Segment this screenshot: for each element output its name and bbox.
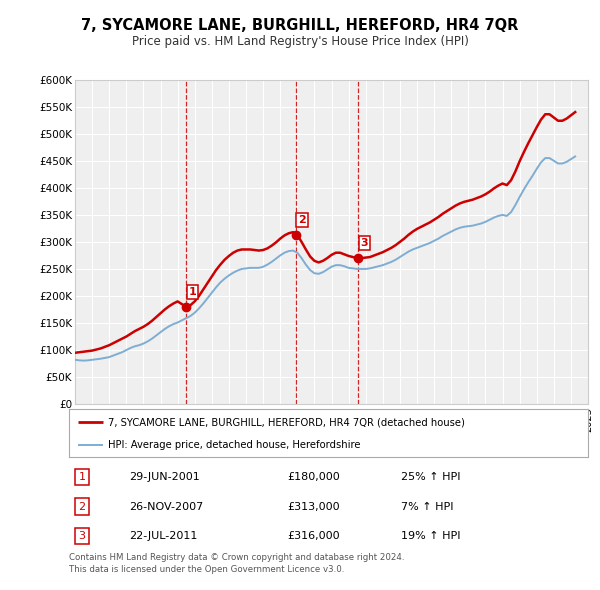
Text: Contains HM Land Registry data © Crown copyright and database right 2024.
This d: Contains HM Land Registry data © Crown c…	[69, 553, 404, 573]
Text: 26-NOV-2007: 26-NOV-2007	[128, 502, 203, 512]
Text: £313,000: £313,000	[287, 502, 340, 512]
Text: 19% ↑ HPI: 19% ↑ HPI	[401, 531, 461, 540]
Text: 29-JUN-2001: 29-JUN-2001	[128, 473, 199, 482]
Text: 3: 3	[361, 238, 368, 248]
Text: 1: 1	[188, 287, 196, 297]
Text: £180,000: £180,000	[287, 473, 340, 482]
Text: 7, SYCAMORE LANE, BURGHILL, HEREFORD, HR4 7QR (detached house): 7, SYCAMORE LANE, BURGHILL, HEREFORD, HR…	[108, 417, 465, 427]
Text: 25% ↑ HPI: 25% ↑ HPI	[401, 473, 461, 482]
Text: 1: 1	[79, 473, 85, 482]
Text: 7% ↑ HPI: 7% ↑ HPI	[401, 502, 454, 512]
Text: HPI: Average price, detached house, Herefordshire: HPI: Average price, detached house, Here…	[108, 440, 361, 450]
Text: 2: 2	[79, 502, 86, 512]
Text: 22-JUL-2011: 22-JUL-2011	[128, 531, 197, 540]
Text: Price paid vs. HM Land Registry's House Price Index (HPI): Price paid vs. HM Land Registry's House …	[131, 35, 469, 48]
Text: 7, SYCAMORE LANE, BURGHILL, HEREFORD, HR4 7QR: 7, SYCAMORE LANE, BURGHILL, HEREFORD, HR…	[82, 18, 518, 33]
Text: 2: 2	[298, 215, 306, 225]
Text: 3: 3	[79, 531, 85, 540]
Text: £316,000: £316,000	[287, 531, 340, 540]
